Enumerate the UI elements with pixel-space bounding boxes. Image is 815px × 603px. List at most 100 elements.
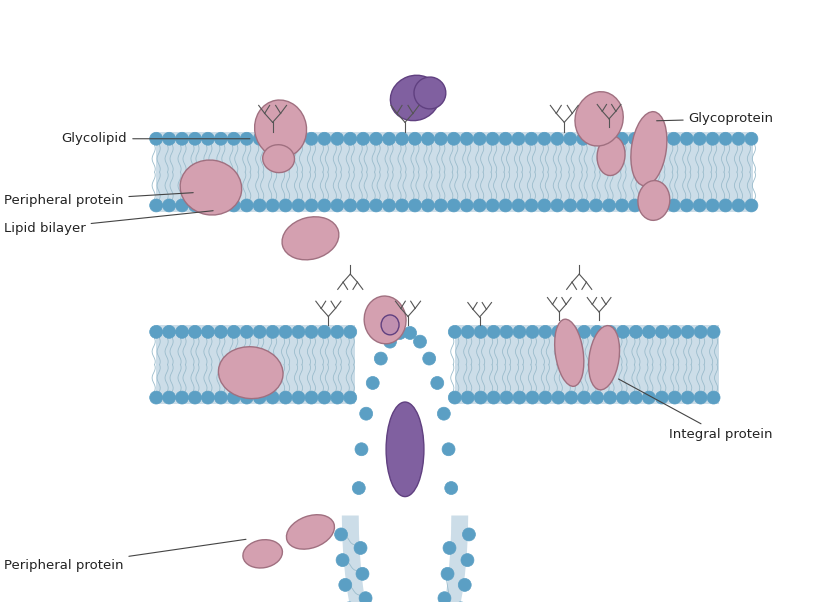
Circle shape bbox=[354, 541, 367, 554]
Ellipse shape bbox=[282, 216, 339, 260]
Circle shape bbox=[487, 391, 500, 404]
Circle shape bbox=[434, 199, 447, 212]
Bar bbox=[156, 132, 753, 212]
Circle shape bbox=[667, 132, 681, 145]
Circle shape bbox=[681, 326, 694, 338]
Circle shape bbox=[474, 326, 487, 338]
Circle shape bbox=[441, 567, 454, 580]
Circle shape bbox=[512, 199, 525, 212]
Ellipse shape bbox=[243, 540, 283, 568]
Circle shape bbox=[331, 132, 344, 145]
Circle shape bbox=[474, 199, 486, 212]
Circle shape bbox=[150, 391, 163, 404]
Circle shape bbox=[525, 132, 538, 145]
Circle shape bbox=[590, 199, 602, 212]
Circle shape bbox=[604, 326, 616, 338]
Circle shape bbox=[318, 326, 331, 338]
Circle shape bbox=[525, 199, 538, 212]
Circle shape bbox=[370, 199, 382, 212]
Circle shape bbox=[447, 199, 460, 212]
Circle shape bbox=[442, 443, 455, 456]
Circle shape bbox=[445, 482, 458, 494]
Circle shape bbox=[551, 132, 564, 145]
Circle shape bbox=[628, 199, 641, 212]
Ellipse shape bbox=[218, 347, 283, 399]
Bar bbox=[156, 326, 355, 404]
Circle shape bbox=[339, 578, 352, 592]
Ellipse shape bbox=[597, 136, 625, 175]
Circle shape bbox=[565, 391, 578, 404]
Circle shape bbox=[253, 199, 267, 212]
Circle shape bbox=[681, 132, 694, 145]
Circle shape bbox=[421, 132, 434, 145]
Circle shape bbox=[455, 602, 467, 603]
Circle shape bbox=[552, 391, 565, 404]
Circle shape bbox=[408, 199, 421, 212]
Polygon shape bbox=[341, 516, 469, 603]
Circle shape bbox=[438, 592, 451, 603]
Circle shape bbox=[240, 132, 253, 145]
Circle shape bbox=[474, 391, 487, 404]
Circle shape bbox=[188, 132, 201, 145]
Circle shape bbox=[462, 528, 475, 541]
Circle shape bbox=[253, 132, 267, 145]
Circle shape bbox=[227, 132, 240, 145]
Circle shape bbox=[513, 326, 526, 338]
Circle shape bbox=[318, 391, 331, 404]
Circle shape bbox=[539, 326, 552, 338]
Circle shape bbox=[513, 391, 526, 404]
Circle shape bbox=[642, 326, 655, 338]
Circle shape bbox=[175, 326, 188, 338]
Circle shape bbox=[344, 132, 357, 145]
Ellipse shape bbox=[286, 515, 334, 549]
Circle shape bbox=[448, 391, 461, 404]
Circle shape bbox=[628, 132, 641, 145]
Circle shape bbox=[460, 199, 474, 212]
Circle shape bbox=[240, 326, 253, 338]
Circle shape bbox=[413, 335, 426, 348]
Circle shape bbox=[486, 199, 499, 212]
Circle shape bbox=[214, 199, 227, 212]
Circle shape bbox=[227, 326, 240, 338]
Circle shape bbox=[602, 199, 615, 212]
Circle shape bbox=[604, 391, 616, 404]
Circle shape bbox=[500, 391, 513, 404]
Circle shape bbox=[201, 132, 214, 145]
Circle shape bbox=[538, 132, 551, 145]
Circle shape bbox=[654, 199, 667, 212]
Circle shape bbox=[188, 326, 201, 338]
Circle shape bbox=[331, 326, 344, 338]
Circle shape bbox=[616, 391, 629, 404]
Circle shape bbox=[552, 326, 565, 338]
Circle shape bbox=[447, 132, 460, 145]
Circle shape bbox=[667, 199, 681, 212]
Ellipse shape bbox=[262, 145, 294, 172]
Circle shape bbox=[344, 199, 357, 212]
Circle shape bbox=[201, 391, 214, 404]
Circle shape bbox=[175, 391, 188, 404]
Circle shape bbox=[499, 132, 512, 145]
Circle shape bbox=[655, 391, 668, 404]
Circle shape bbox=[374, 352, 387, 365]
Circle shape bbox=[331, 391, 344, 404]
Circle shape bbox=[732, 132, 745, 145]
Circle shape bbox=[577, 199, 590, 212]
Circle shape bbox=[370, 132, 382, 145]
Text: Peripheral protein: Peripheral protein bbox=[4, 539, 246, 572]
Circle shape bbox=[694, 199, 706, 212]
Circle shape bbox=[564, 132, 577, 145]
Circle shape bbox=[305, 391, 318, 404]
Circle shape bbox=[342, 602, 355, 603]
Circle shape bbox=[616, 326, 629, 338]
Circle shape bbox=[539, 391, 552, 404]
Circle shape bbox=[163, 199, 175, 212]
Circle shape bbox=[352, 482, 365, 494]
Ellipse shape bbox=[390, 75, 439, 121]
Ellipse shape bbox=[638, 180, 670, 220]
Circle shape bbox=[366, 376, 379, 390]
Circle shape bbox=[629, 391, 642, 404]
Ellipse shape bbox=[555, 319, 584, 387]
Ellipse shape bbox=[180, 160, 242, 215]
Circle shape bbox=[564, 199, 577, 212]
Circle shape bbox=[591, 391, 604, 404]
